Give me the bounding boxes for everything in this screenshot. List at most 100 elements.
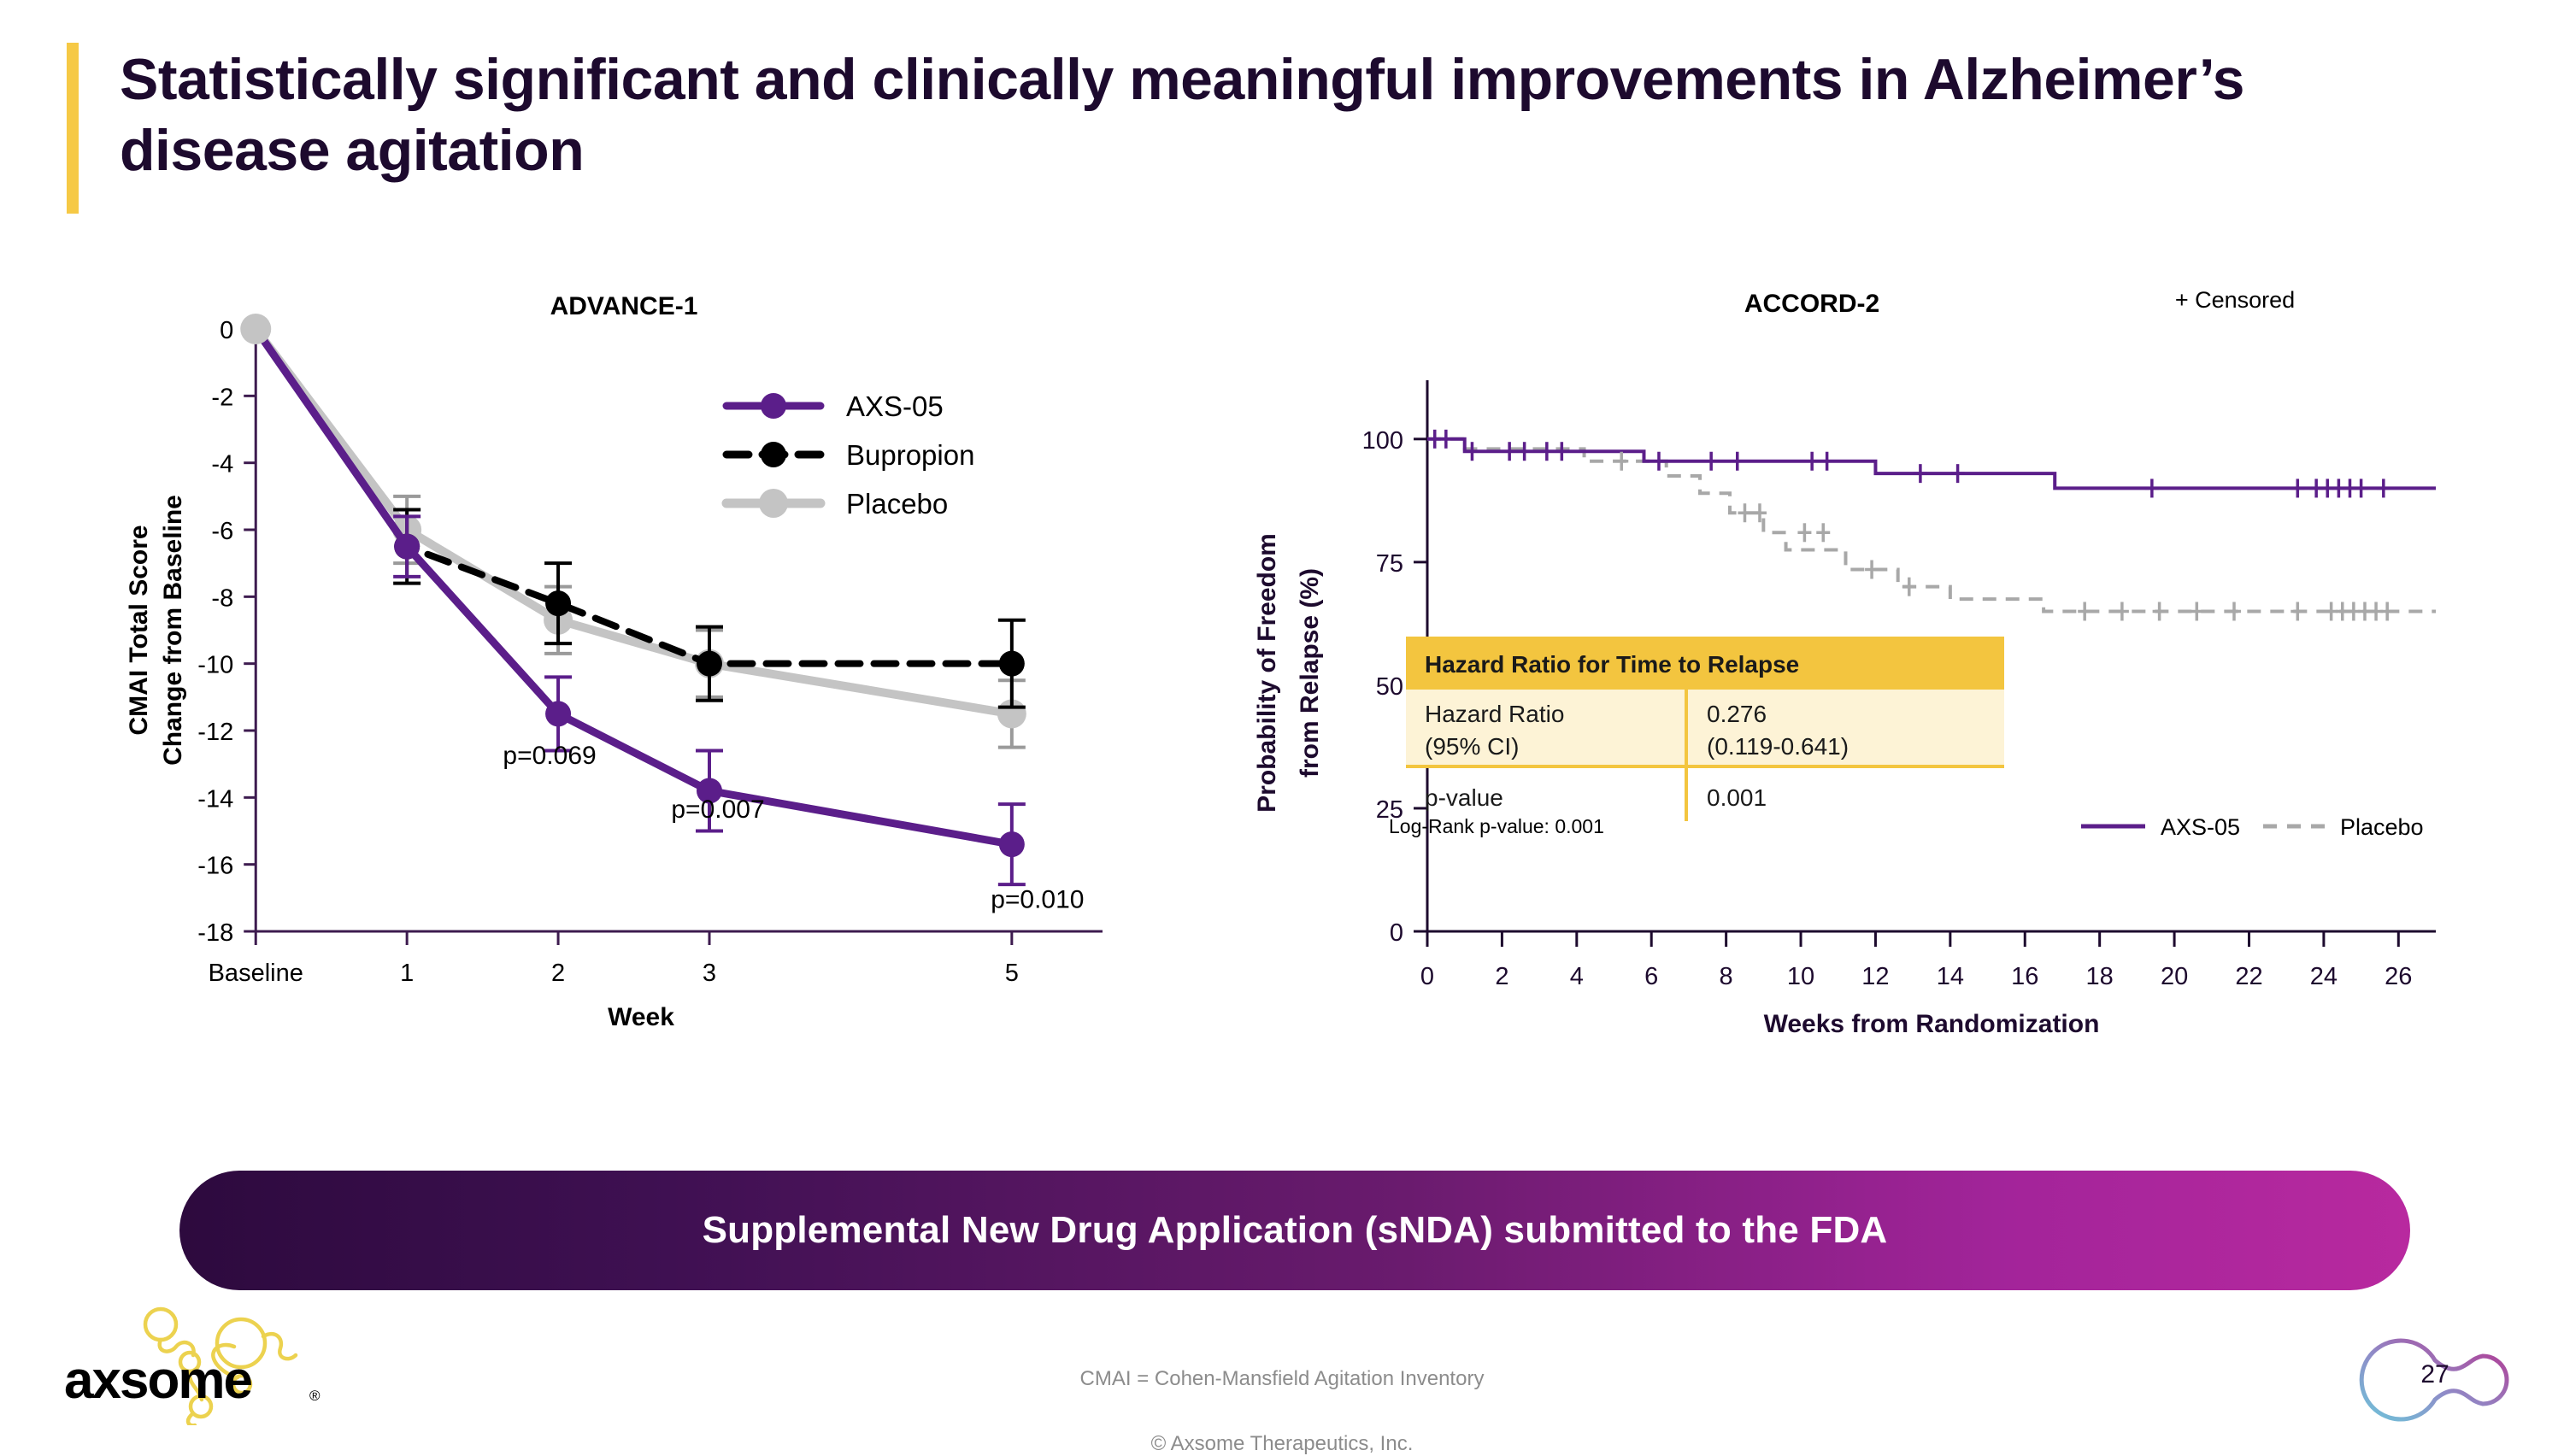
chart-text: 0 xyxy=(220,317,233,344)
censor-mark xyxy=(1738,503,1752,523)
advance1-svg: ADVANCE-1 0 -2 -4 -6 -8 -10 -12 -14 -16 -18 Baselin… xyxy=(128,292,1103,1031)
chart-text: 2 xyxy=(1495,963,1508,990)
chart-text: Week xyxy=(608,1003,674,1031)
chart-text: 24 xyxy=(2310,963,2338,990)
footnote-abbreviation: CMAI = Cohen-Mansfield Agitation Invento… xyxy=(1079,1367,1485,1390)
chart-text: 18 xyxy=(2086,963,2114,990)
banner-text: Supplemental New Drug Application (sNDA)… xyxy=(702,1209,1888,1251)
chart-text: 0 xyxy=(1390,919,1403,947)
chart-text: -12 xyxy=(197,719,233,746)
censor-mark xyxy=(1820,451,1834,471)
chart-text: 50 xyxy=(1376,673,1403,701)
censor-mark xyxy=(1465,442,1479,461)
logo-registered-mark: ® xyxy=(309,1388,320,1404)
chart-text: 1 xyxy=(400,960,414,987)
chart-text: -16 xyxy=(197,853,233,880)
censor-mark xyxy=(2380,602,2395,621)
data-point xyxy=(697,650,722,677)
censor-mark xyxy=(1438,429,1453,449)
chart-text: 2 xyxy=(551,960,565,987)
chart-text: p=0.007 xyxy=(671,796,764,824)
km-curve-axs-05 xyxy=(1427,437,2436,490)
chart-text: 5 xyxy=(1005,960,1019,987)
censor-mark xyxy=(1555,442,1569,461)
censor-mark xyxy=(1902,577,1916,596)
censor-mark xyxy=(1730,451,1744,471)
chart-text: 4 xyxy=(1570,963,1584,990)
chart-text: 10 xyxy=(1787,963,1814,990)
chart-text: 22 xyxy=(2235,963,2262,990)
chart-text: 3 xyxy=(703,960,716,987)
censor-mark xyxy=(2376,478,2391,498)
censor-mark xyxy=(1865,560,1879,579)
chart-text: Hazard Ratio xyxy=(1425,701,1564,727)
chart-text: 26 xyxy=(2385,963,2412,990)
accord2-chart: ACCORD-2 0 25 50 75 100 0 2 4 6 8 10 12 14 16 18 20 22 24 2… xyxy=(1222,282,2521,1119)
chart-text: p-value xyxy=(1425,784,1503,811)
legend-label-axs-05: AXS-05 xyxy=(846,390,944,422)
data-point xyxy=(394,533,420,560)
chart-text: CMAI Total Score xyxy=(128,525,153,735)
chart-text: ADVANCE-1 xyxy=(550,292,698,320)
km-curve-placebo xyxy=(1427,437,2436,614)
logo-molecule-icon xyxy=(143,1306,298,1425)
chart-text: ACCORD-2 xyxy=(1744,290,1879,318)
title-accent-bar xyxy=(67,43,79,214)
censor-mark xyxy=(2114,602,2129,621)
page-number-text: 27 xyxy=(2420,1360,2449,1388)
chart-text: Hazard Ratio for Time to Relapse xyxy=(1425,651,1799,678)
chart-text: 0.001 xyxy=(1707,784,1767,811)
censor-mark xyxy=(2291,602,2305,621)
censor-mark xyxy=(1805,451,1820,471)
chart-text: from Relapse (%) xyxy=(1296,568,1324,778)
chart-text: 100 xyxy=(1362,427,1403,455)
chart-text: Baseline xyxy=(209,960,303,987)
page-title: Statistically significant and clinically… xyxy=(120,47,2245,183)
censor-mark xyxy=(1539,442,1554,461)
page-number-badge: 27 xyxy=(2346,1320,2560,1440)
chart-text: 0.276 xyxy=(1707,701,1767,727)
chart-text: + Censored xyxy=(2175,287,2295,313)
censor-mark xyxy=(1816,523,1831,543)
hazard-ratio-table: Hazard Ratio for Time to Relapse Hazard R… xyxy=(1406,637,2004,821)
chart-text: 16 xyxy=(2011,963,2038,990)
chart-text: AXS-05 xyxy=(2161,814,2240,840)
chart-text: Change from Baseline xyxy=(159,495,187,766)
censor-mark xyxy=(1950,464,1965,484)
censor-mark xyxy=(2152,602,2167,621)
censor-mark xyxy=(2144,478,2159,498)
chart-text: -2 xyxy=(211,384,233,411)
censor-mark xyxy=(2227,602,2241,621)
chart-text: -8 xyxy=(211,584,233,612)
chart-text: -10 xyxy=(197,652,233,679)
chart-text: 0 xyxy=(1420,963,1434,990)
chart-text: 14 xyxy=(1937,963,1964,990)
chart-text: Log-Rank p-value: 0.001 xyxy=(1389,815,1604,837)
chart-text: Placebo xyxy=(2340,814,2424,840)
chart-text: 12 xyxy=(1861,963,1889,990)
censor-mark xyxy=(2291,478,2305,498)
censor-mark xyxy=(1503,442,1517,461)
snda-banner: Supplemental New Drug Application (sNDA)… xyxy=(179,1171,2410,1290)
chart-text: -6 xyxy=(211,518,233,545)
logo-wordmark: axsome xyxy=(64,1351,253,1410)
chart-text: Probability of Freedom xyxy=(1253,533,1281,813)
chart-text: 20 xyxy=(2161,963,2188,990)
legend-label-placebo: Placebo xyxy=(846,488,948,520)
data-point xyxy=(998,650,1025,677)
chart-text: 75 xyxy=(1376,550,1403,578)
data-point xyxy=(697,778,722,804)
censor-mark xyxy=(1913,464,1927,484)
chart-text: 6 xyxy=(1644,963,1658,990)
censor-mark xyxy=(1704,451,1719,471)
censor-mark xyxy=(2190,602,2204,621)
chart-text: 8 xyxy=(1720,963,1733,990)
copyright-notice: © Axsome Therapeutics, Inc. xyxy=(1150,1432,1414,1455)
data-point xyxy=(545,590,572,617)
axsome-logo: axsome ® xyxy=(60,1306,342,1425)
censor-mark xyxy=(1752,503,1767,523)
chart-text: (95% CI) xyxy=(1425,733,1519,760)
series-line-placebo xyxy=(251,325,1016,719)
censor-mark xyxy=(1797,523,1812,543)
